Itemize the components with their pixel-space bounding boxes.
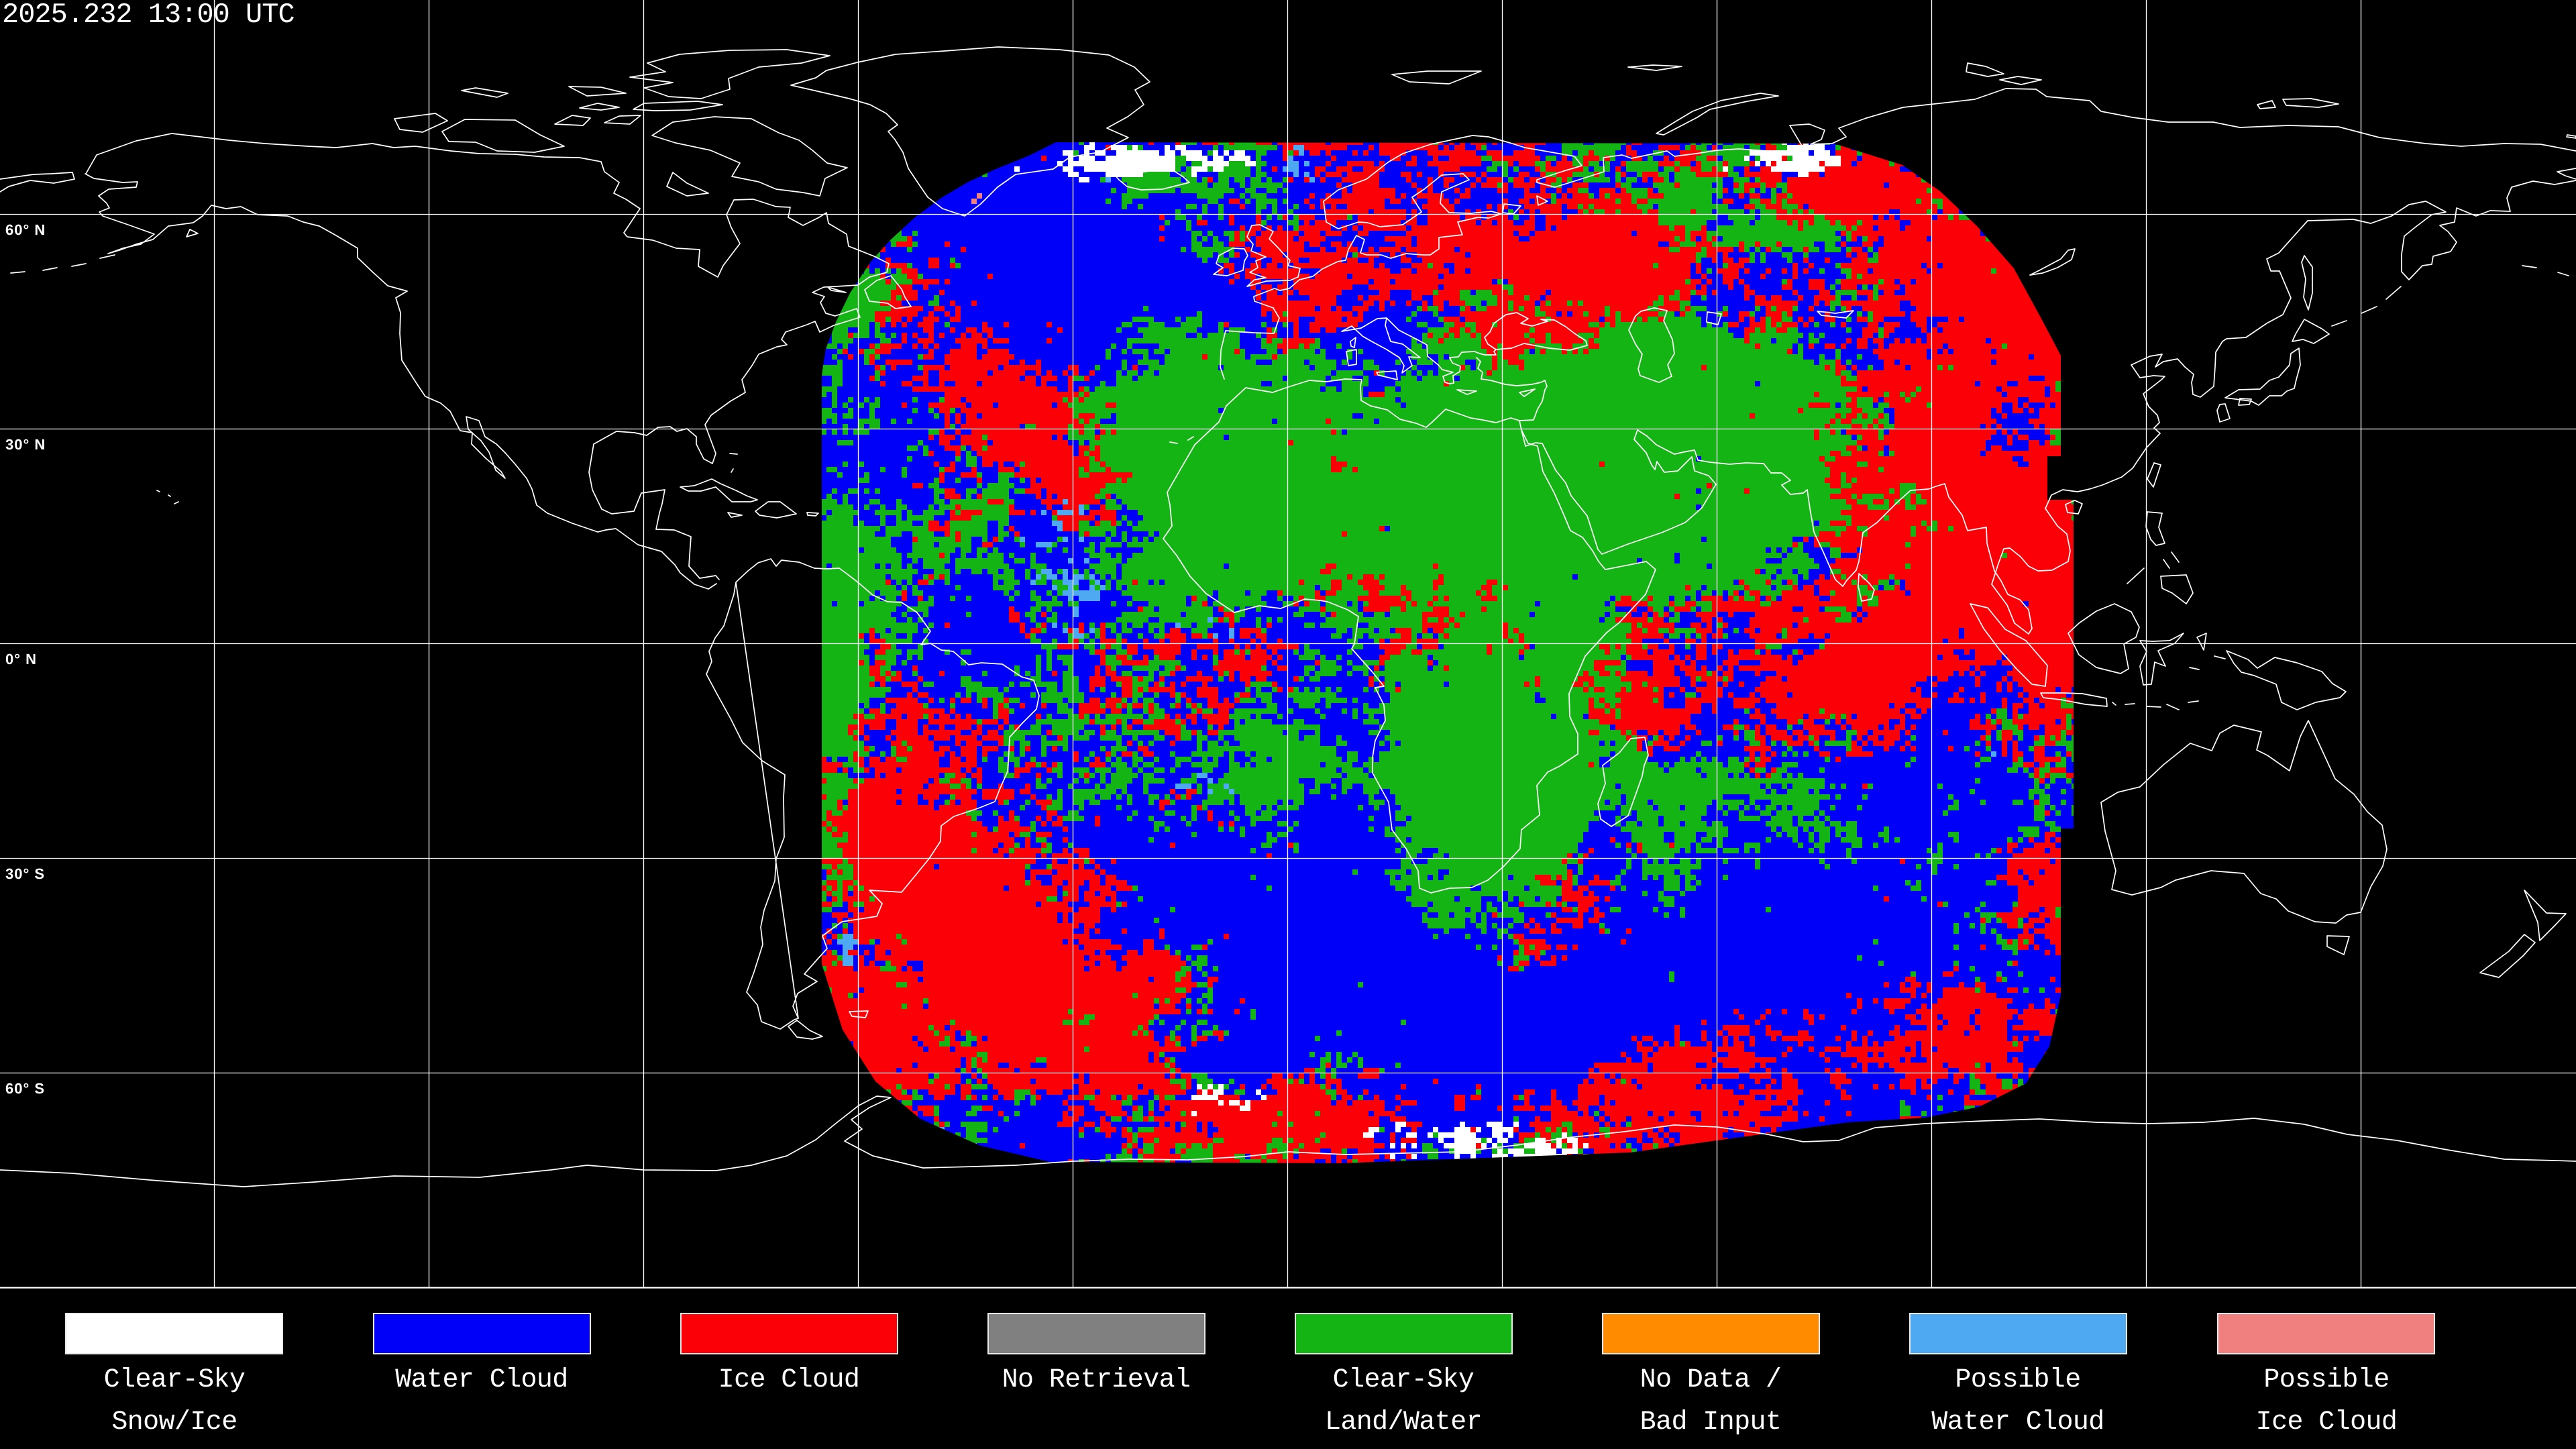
svg-text:Bad Input: Bad Input bbox=[1640, 1407, 1782, 1438]
svg-text:Ice Cloud: Ice Cloud bbox=[718, 1365, 860, 1395]
svg-text:Clear-Sky: Clear-Sky bbox=[1333, 1365, 1474, 1395]
svg-text:Land/Water: Land/Water bbox=[1325, 1407, 1482, 1438]
svg-text:30° S: 30° S bbox=[5, 865, 45, 882]
svg-text:Clear-Sky: Clear-Sky bbox=[104, 1365, 246, 1395]
svg-text:Water Cloud: Water Cloud bbox=[1931, 1407, 2104, 1438]
svg-text:Water Cloud: Water Cloud bbox=[395, 1365, 568, 1395]
svg-text:No Data /: No Data / bbox=[1640, 1365, 1782, 1395]
svg-text:2025.232 13:00 UTC: 2025.232 13:00 UTC bbox=[2, 0, 294, 31]
svg-text:No Retrieval: No Retrieval bbox=[1002, 1365, 1191, 1395]
svg-text:Possible: Possible bbox=[1955, 1365, 2080, 1395]
svg-text:0° N: 0° N bbox=[5, 651, 37, 667]
svg-text:60° S: 60° S bbox=[5, 1080, 45, 1097]
svg-text:Snow/Ice: Snow/Ice bbox=[111, 1407, 237, 1438]
svg-text:Ice Cloud: Ice Cloud bbox=[2256, 1407, 2398, 1438]
svg-text:30° N: 30° N bbox=[5, 436, 46, 453]
svg-text:Possible: Possible bbox=[2263, 1365, 2389, 1395]
svg-text:60° N: 60° N bbox=[5, 221, 46, 238]
